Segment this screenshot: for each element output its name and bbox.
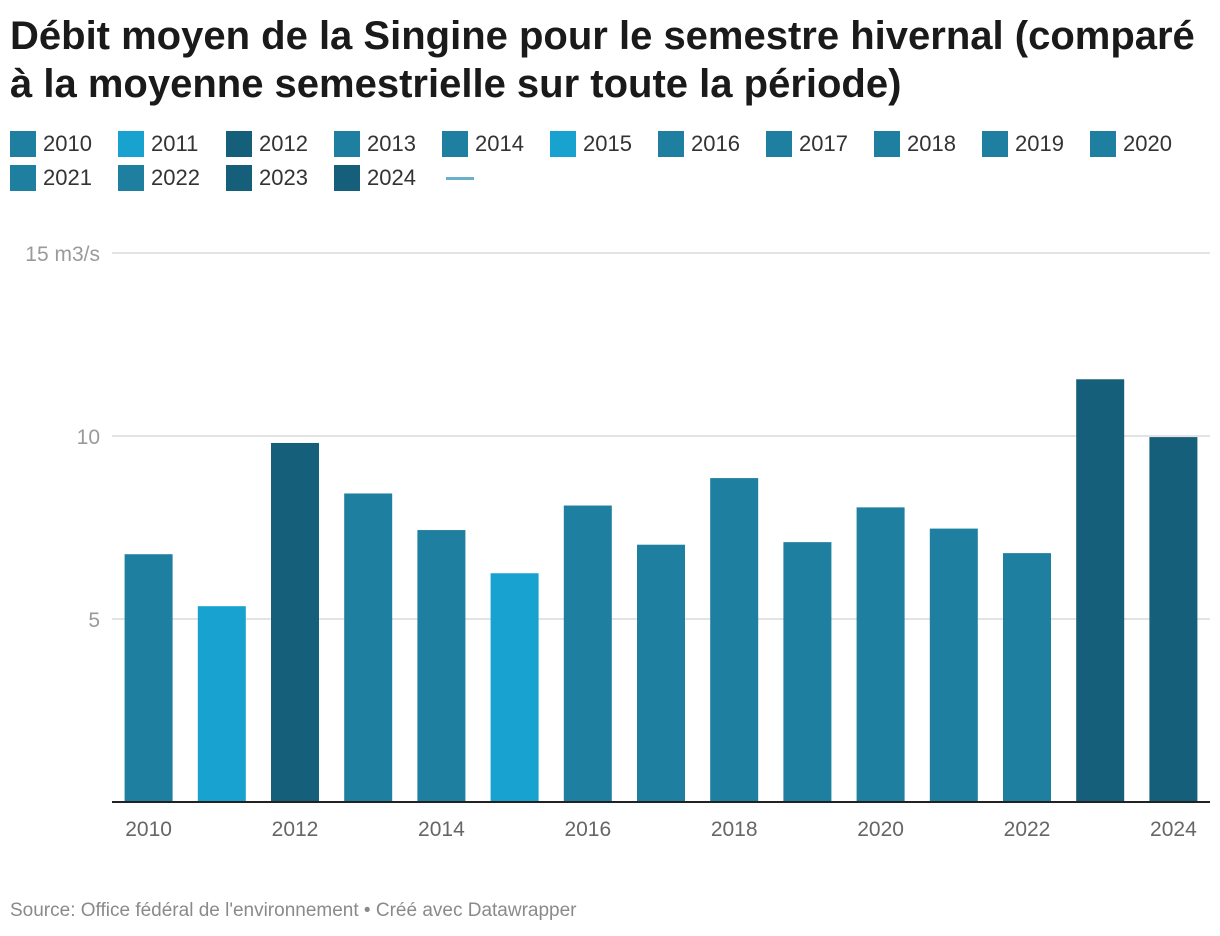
legend-swatch — [10, 131, 36, 157]
legend-item: 2021 — [10, 165, 118, 191]
legend-label: 2013 — [367, 131, 416, 156]
legend-label: 2015 — [583, 131, 632, 156]
legend-label: 2021 — [43, 165, 92, 190]
bar-2010 — [124, 554, 173, 802]
x-tick-label: 2010 — [125, 818, 172, 841]
legend-label: 2016 — [691, 131, 740, 156]
source-note: Source: Office fédéral de l'environnemen… — [10, 900, 577, 921]
legend-swatch — [118, 165, 144, 191]
legend-item: 2012 — [226, 131, 334, 157]
legend-item: 2011 — [118, 131, 226, 157]
legend-item: 2023 — [226, 165, 334, 191]
x-tick-label: 2024 — [1150, 818, 1197, 841]
legend-swatch — [10, 165, 36, 191]
bar-2014 — [417, 530, 466, 802]
legend-item: 2018 — [874, 131, 982, 157]
legend-swatch — [226, 131, 252, 157]
legend-average-item — [442, 165, 550, 191]
legend-label: 2022 — [151, 165, 200, 190]
legend-swatch — [1090, 131, 1116, 157]
bar-2015 — [490, 573, 539, 802]
bar-2019 — [783, 542, 832, 802]
y-tick-label: 15 m3/s — [25, 243, 100, 266]
x-tick-label: 2020 — [857, 818, 904, 841]
x-tick-label: 2022 — [1004, 818, 1051, 841]
legend-item: 2017 — [766, 131, 874, 157]
legend-label: 2011 — [151, 131, 199, 156]
legend-label: 2012 — [259, 131, 308, 156]
bar-2011 — [197, 606, 246, 802]
legend-item: 2024 — [334, 165, 442, 191]
legend: 2010 2011 2012 2013 2014 2015 2016 2017 2018 2019… — [10, 131, 1215, 191]
legend-swatch — [334, 165, 360, 191]
bar-chart: 5 10 15 m3/s 2010 2012 2014 2016 2018 2020 2022 20… — [25, 243, 1210, 841]
bar-2021 — [929, 528, 978, 802]
legend-label: 2017 — [799, 131, 848, 156]
legend-swatch — [766, 131, 792, 157]
legend-label: 2018 — [907, 131, 956, 156]
legend-average-line — [446, 176, 474, 180]
x-tick-label: 2018 — [711, 818, 758, 841]
legend-label: 2014 — [475, 131, 524, 156]
x-tick-label: 2012 — [272, 818, 319, 841]
bar-2023 — [1076, 379, 1125, 802]
legend-label: 2020 — [1123, 131, 1172, 156]
legend-item: 2020 — [1090, 131, 1198, 157]
legend-swatch — [226, 165, 252, 191]
legend-label: 2023 — [259, 165, 308, 190]
bar-2018 — [710, 478, 759, 802]
legend-swatch — [442, 131, 468, 157]
legend-item: 2010 — [10, 131, 118, 157]
bar-2016 — [563, 505, 612, 802]
bar-2020 — [856, 507, 905, 802]
y-tick-label: 5 — [88, 609, 100, 632]
legend-swatch — [118, 131, 144, 157]
legend-item: 2019 — [982, 131, 1090, 157]
bar-2012 — [271, 442, 319, 802]
legend-swatch — [982, 131, 1008, 157]
legend-swatch — [658, 131, 684, 157]
legend-swatch — [334, 131, 360, 157]
chart-title: Débit moyen de la Singine pour le semest… — [10, 14, 1195, 106]
legend-label: 2019 — [1015, 131, 1064, 156]
legend-item: 2013 — [334, 131, 442, 157]
bar-2022 — [1003, 553, 1051, 802]
legend-swatch — [550, 131, 576, 157]
x-tick-label: 2016 — [564, 818, 611, 841]
legend-item: 2022 — [118, 165, 226, 191]
legend-label: 2010 — [43, 131, 92, 156]
legend-item: 2014 — [442, 131, 550, 157]
legend-swatch — [874, 131, 900, 157]
bar-2017 — [637, 544, 685, 802]
x-tick-label: 2014 — [418, 818, 465, 841]
legend-label: 2024 — [367, 165, 416, 190]
bar-2013 — [344, 493, 393, 802]
legend-item: 2016 — [658, 131, 766, 157]
bar-2024 — [1149, 437, 1198, 802]
y-tick-label: 10 — [77, 426, 100, 449]
legend-item: 2015 — [550, 131, 658, 157]
